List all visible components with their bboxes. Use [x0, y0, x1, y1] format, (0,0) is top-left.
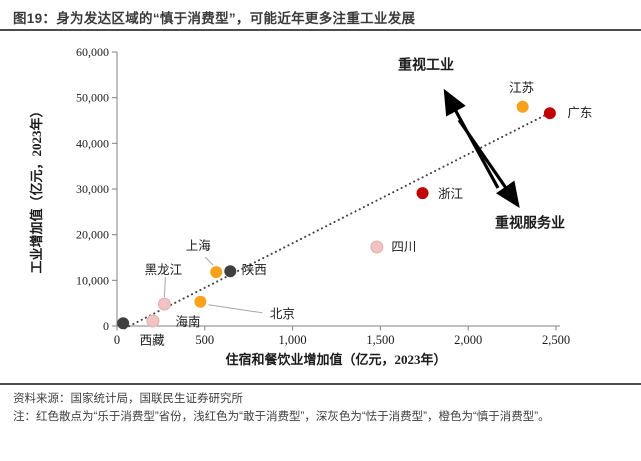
point-label: 广东	[567, 106, 592, 120]
leader-line	[208, 304, 263, 314]
point-label: 海南	[175, 314, 200, 329]
scatter-point	[210, 266, 223, 279]
scatter-point	[117, 317, 130, 330]
scatter-point	[224, 265, 237, 278]
point-label: 陕西	[242, 262, 267, 277]
point-label: 黑龙江	[145, 263, 183, 277]
source-line: 资料来源：国家统计局，国联民生证券研究所	[13, 393, 243, 405]
leader-line	[204, 256, 214, 266]
y-axis-title: 工业增加值（亿元，2023年）	[29, 104, 44, 273]
x-tick-label: 2,500	[542, 333, 570, 347]
point-label: 上海	[186, 238, 212, 253]
scatter-point	[146, 314, 160, 328]
y-tick-label: 20,000	[76, 228, 109, 242]
x-tick-label: 2,000	[454, 333, 482, 347]
y-tick-label: 60,000	[76, 45, 109, 59]
figure-title: 图19：身为发达区域的“慎于消费型”，可能近年更多注重工业发展	[13, 11, 416, 26]
x-tick-label: 0	[114, 333, 120, 347]
y-tick-label: 50,000	[76, 91, 109, 105]
annotation-arrow	[457, 119, 520, 208]
figure-footer: 资料来源：国家统计局，国联民生证券研究所 注：红色散点为“乐于消费型”省份，浅红…	[0, 383, 641, 461]
chart-svg: 0 10,000 20,000 30,000 40,000 50,000 60,000 0 50…	[29, 45, 592, 367]
x-axis-title: 住宿和餐饮业增加值（亿元，2023年）	[225, 352, 446, 367]
point-label: 西藏	[140, 333, 166, 347]
scatter-point	[543, 107, 556, 120]
y-tick-label: 10,000	[76, 273, 109, 287]
x-tick-label: 1,500	[366, 333, 394, 347]
point-label: 四川	[391, 240, 416, 254]
leader-line	[163, 277, 166, 298]
point-label: 浙江	[438, 186, 463, 201]
annotation-label: 重视工业	[398, 57, 454, 74]
y-tick-label: 40,000	[76, 136, 109, 150]
scatter-point	[194, 295, 207, 308]
scatter-point	[370, 240, 384, 254]
y-tick-label: 0	[103, 319, 109, 333]
scatter-point	[157, 297, 171, 311]
y-tick-label: 30,000	[76, 182, 109, 196]
point-label: 北京	[270, 307, 295, 321]
annotation-label: 重视服务业	[495, 215, 565, 232]
x-tick-label: 1,000	[279, 333, 307, 347]
note-line: 注：红色散点为“乐于消费型”省份，浅红色为“敢于消费型”，深灰色为“怯于消费型”…	[13, 411, 550, 424]
x-tick-label: 500	[195, 333, 214, 347]
plot-area: 0 10,000 20,000 30,000 40,000 50,000 60,000 0 50…	[29, 45, 592, 367]
figure-header: 图19：身为发达区域的“慎于消费型”，可能近年更多注重工业发展	[0, 0, 641, 31]
point-label: 江苏	[509, 80, 534, 95]
trendline	[123, 112, 550, 330]
scatter-point	[516, 100, 529, 113]
scatter-point	[416, 187, 429, 200]
